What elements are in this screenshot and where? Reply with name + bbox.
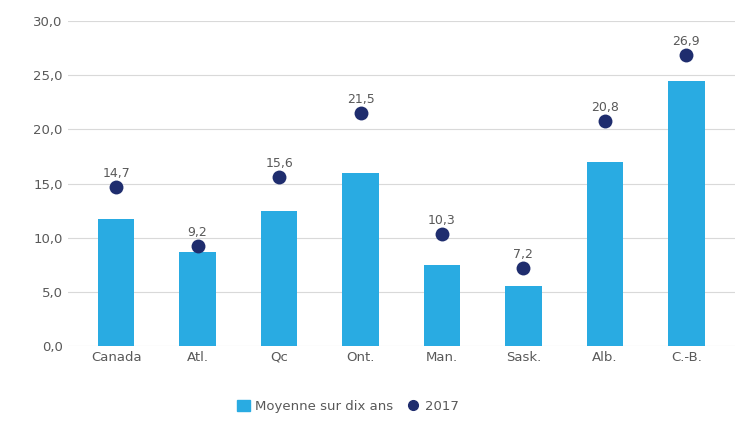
Bar	[261, 211, 298, 346]
Point	[355, 110, 367, 116]
Bar	[424, 265, 460, 346]
Text: 15,6: 15,6	[266, 157, 293, 170]
Point	[436, 231, 448, 238]
Point	[599, 117, 611, 124]
Bar	[98, 219, 134, 346]
Point	[680, 51, 692, 58]
Point	[518, 265, 530, 271]
Text: 20,8: 20,8	[591, 101, 619, 114]
Legend: Moyenne sur dix ans, 2017: Moyenne sur dix ans, 2017	[232, 395, 464, 419]
Text: 9,2: 9,2	[188, 226, 208, 239]
Text: 7,2: 7,2	[514, 248, 533, 261]
Point	[273, 174, 285, 181]
Text: 14,7: 14,7	[102, 167, 130, 180]
Bar	[505, 287, 542, 346]
Bar	[179, 252, 216, 346]
Bar	[586, 162, 623, 346]
Bar	[342, 173, 379, 346]
Point	[191, 243, 203, 250]
Bar	[668, 81, 705, 346]
Text: 21,5: 21,5	[346, 93, 374, 106]
Text: 10,3: 10,3	[428, 214, 456, 227]
Text: 26,9: 26,9	[673, 35, 700, 48]
Point	[110, 184, 122, 190]
